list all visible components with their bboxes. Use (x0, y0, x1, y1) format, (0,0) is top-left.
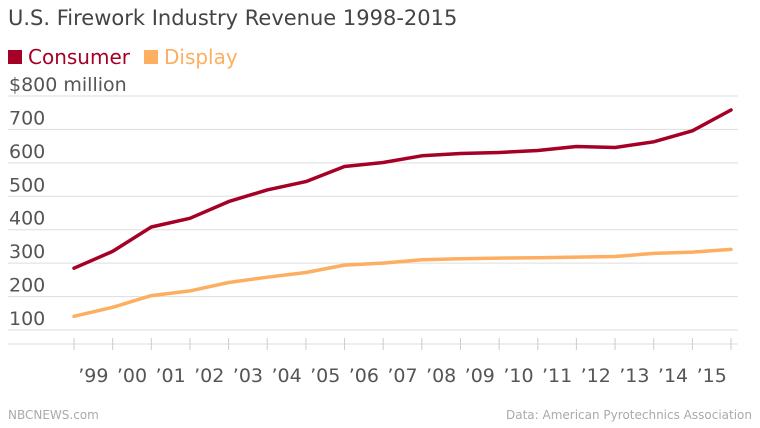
data-point-consumer[interactable] (420, 154, 424, 158)
data-point-display[interactable] (497, 256, 501, 260)
data-point-consumer[interactable] (72, 266, 76, 270)
data-point-display[interactable] (265, 275, 269, 279)
data-point-consumer[interactable] (188, 216, 192, 220)
series-lines (72, 108, 733, 319)
y-tick-label: 300 (9, 241, 45, 263)
grid-lines (8, 95, 738, 331)
x-tick-label: ’15 (697, 365, 727, 387)
y-tick-label: $800 million (9, 74, 127, 96)
source-credit-right: Data: American Pyrotechnics Association (506, 408, 752, 422)
source-credit-left: NBCNEWS.com (8, 408, 99, 422)
y-tick-label: 100 (9, 308, 45, 330)
legend-label-consumer: Consumer (28, 45, 130, 69)
x-tick-label: ’11 (542, 365, 572, 387)
series-line-consumer[interactable] (72, 108, 733, 270)
data-point-consumer[interactable] (497, 150, 501, 154)
x-tick-label: ’13 (619, 365, 649, 387)
y-tick-label: 600 (9, 141, 45, 163)
chart-title: U.S. Firework Industry Revenue 1998-2015 (8, 6, 458, 30)
data-point-display[interactable] (652, 251, 656, 255)
x-axis: ’99 ’00 ’01 ’02 ’03 ’04 ’05 ’06 ’07 ’08 ’09 ’10 ’11 ’… (8, 338, 738, 387)
y-axis-tick-labels: $800 million 700 600 500 400 300 200 100 (9, 74, 127, 330)
legend-label-display: Display (163, 45, 238, 69)
y-tick-label: 500 (9, 174, 45, 196)
data-point-consumer[interactable] (304, 180, 308, 184)
x-tick-label: ’07 (387, 365, 417, 387)
x-tick-label: ’08 (426, 365, 456, 387)
legend-swatch-consumer (8, 50, 22, 64)
chart-legend: Consumer Display (8, 45, 252, 69)
series-line-display[interactable] (72, 247, 733, 319)
data-point-display[interactable] (613, 254, 617, 258)
data-point-display[interactable] (149, 294, 153, 298)
x-tick-label: ’10 (503, 365, 533, 387)
data-point-display[interactable] (188, 289, 192, 293)
data-point-display[interactable] (343, 263, 347, 267)
legend-swatch-display (143, 50, 158, 64)
data-point-consumer[interactable] (111, 249, 115, 253)
data-point-consumer[interactable] (729, 108, 733, 112)
data-point-consumer[interactable] (652, 140, 656, 144)
data-point-display[interactable] (574, 255, 578, 259)
data-point-consumer[interactable] (458, 151, 462, 155)
data-point-display[interactable] (729, 247, 733, 251)
data-point-display[interactable] (458, 257, 462, 261)
x-tick-label: ’03 (233, 365, 263, 387)
data-point-consumer[interactable] (536, 148, 540, 152)
data-point-display[interactable] (420, 258, 424, 262)
data-point-display[interactable] (690, 250, 694, 254)
x-tick-label: ’14 (658, 365, 688, 387)
data-point-consumer[interactable] (690, 129, 694, 133)
x-tick-label: ’04 (271, 365, 301, 387)
data-point-consumer[interactable] (227, 200, 231, 204)
y-tick-label: 700 (9, 107, 45, 129)
data-point-display[interactable] (227, 281, 231, 285)
data-point-display[interactable] (111, 305, 115, 309)
y-tick-label: 400 (9, 208, 45, 230)
x-tick-label: ’01 (156, 365, 186, 387)
data-point-consumer[interactable] (149, 225, 153, 229)
x-tick-label: ’12 (581, 365, 611, 387)
data-point-display[interactable] (304, 271, 308, 275)
x-tick-label: ’06 (349, 365, 379, 387)
x-tick-label: ’09 (465, 365, 495, 387)
x-tick-label: ’02 (194, 365, 224, 387)
data-point-display[interactable] (381, 261, 385, 265)
data-point-consumer[interactable] (613, 145, 617, 149)
data-point-consumer[interactable] (574, 144, 578, 148)
x-tick-label: ’99 (78, 365, 108, 387)
data-point-consumer[interactable] (343, 165, 347, 169)
y-tick-label: 200 (9, 275, 45, 297)
data-point-consumer[interactable] (381, 161, 385, 165)
data-point-consumer[interactable] (265, 188, 269, 192)
x-tick-label: ’00 (117, 365, 147, 387)
data-point-display[interactable] (72, 314, 76, 318)
data-point-display[interactable] (536, 256, 540, 260)
legend-item-consumer[interactable]: Consumer (8, 45, 130, 69)
legend-item-display[interactable]: Display (143, 45, 238, 69)
x-tick-label: ’05 (310, 365, 340, 387)
